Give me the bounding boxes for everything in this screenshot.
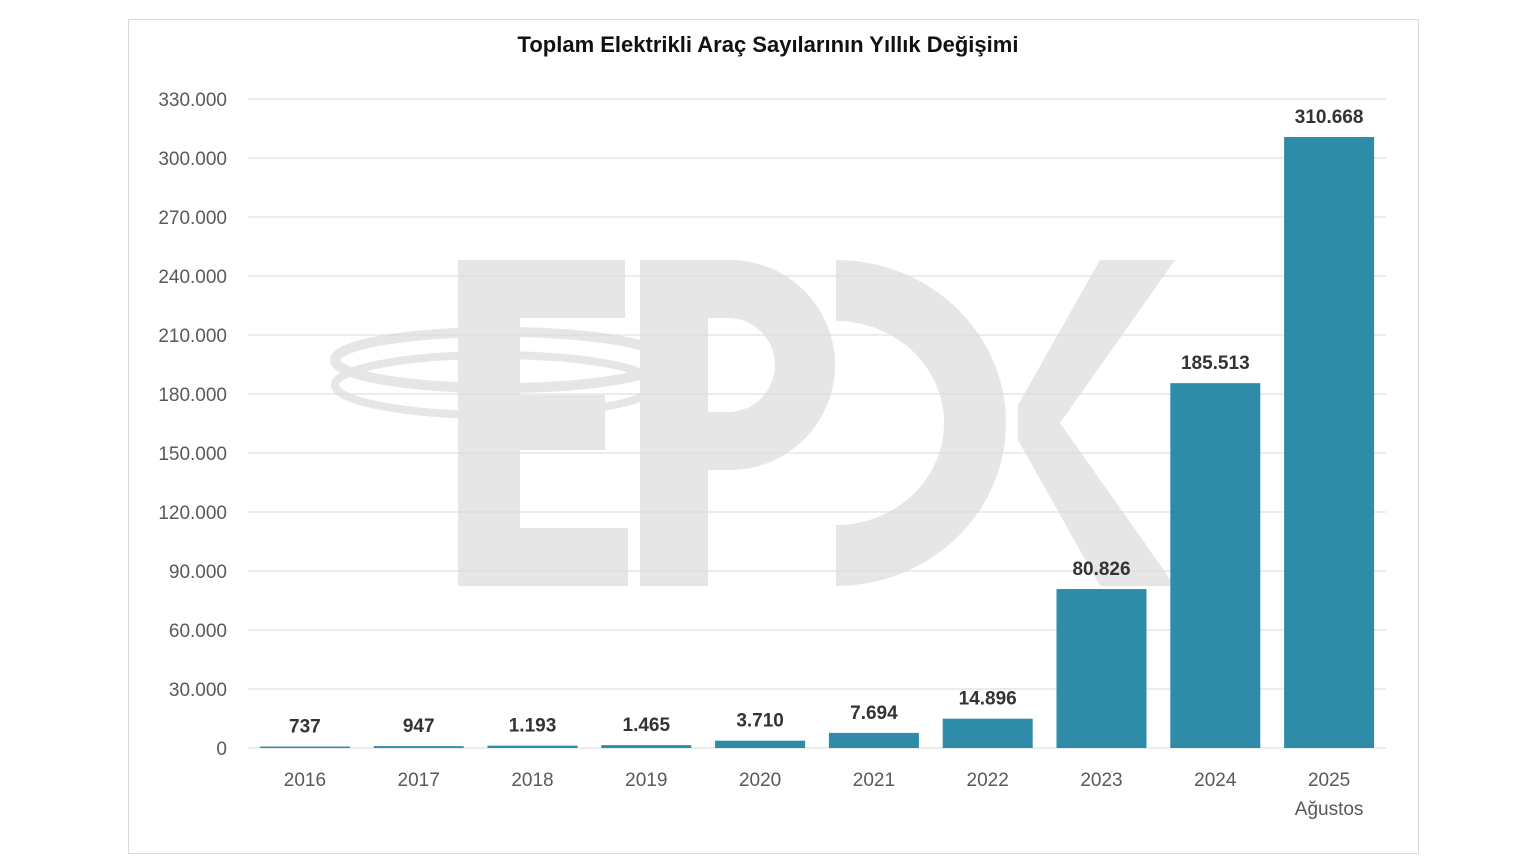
bar-2019: [601, 745, 692, 748]
bar-2025: [1284, 137, 1375, 748]
x-tick-label: 2025: [1308, 770, 1350, 791]
data-label: 14.896: [959, 689, 1017, 710]
data-label: 7.694: [850, 703, 898, 724]
y-tick-label: 210.000: [158, 326, 227, 347]
x-tick-label: 2022: [967, 770, 1009, 791]
bar-2020: [715, 740, 806, 748]
watermark-swoosh: [331, 351, 659, 419]
bar-2022: [942, 718, 1033, 748]
x-tick-label: Ağustos: [1295, 799, 1364, 820]
y-tick-label: 270.000: [158, 208, 227, 229]
watermark-letter-k: [1018, 260, 1175, 586]
x-tick-label: 2017: [398, 770, 440, 791]
bar-2024: [1170, 383, 1261, 748]
data-label: 80.826: [1072, 559, 1130, 580]
watermark-letter-p: [640, 260, 835, 586]
x-tick-label: 2020: [739, 770, 781, 791]
watermark-letter-e: [458, 260, 628, 586]
chart-frame: [128, 19, 1419, 854]
data-label: 947: [403, 716, 435, 737]
y-tick-label: 0: [216, 739, 227, 760]
bar-2023: [1056, 589, 1147, 748]
y-tick-label: 30.000: [169, 680, 227, 701]
y-tick-label: 90.000: [169, 562, 227, 583]
watermark-swoosh: [330, 327, 670, 393]
bar-2021: [828, 732, 919, 748]
x-tick-label: 2023: [1080, 770, 1122, 791]
x-tick-label: 2018: [511, 770, 553, 791]
data-label: 1.465: [623, 715, 671, 736]
y-tick-label: 60.000: [169, 621, 227, 642]
bar-2016: [259, 746, 350, 748]
data-label: 310.668: [1295, 107, 1364, 128]
x-tick-label: 2021: [853, 770, 895, 791]
y-tick-label: 330.000: [158, 90, 227, 111]
bar-2018: [487, 745, 578, 748]
bar-2017: [373, 746, 464, 748]
data-label: 737: [289, 717, 321, 738]
y-tick-label: 300.000: [158, 149, 227, 170]
y-tick-label: 180.000: [158, 385, 227, 406]
watermark-letter-d: [836, 260, 1006, 586]
y-tick-label: 240.000: [158, 267, 227, 288]
data-label: 185.513: [1181, 353, 1250, 374]
data-label: 3.710: [736, 711, 784, 732]
y-tick-label: 150.000: [158, 444, 227, 465]
data-label: 1.193: [509, 716, 557, 737]
x-tick-label: 2019: [625, 770, 667, 791]
chart-title: Toplam Elektrikli Araç Sayılarının Yıllı…: [517, 32, 1019, 57]
y-tick-label: 120.000: [158, 503, 227, 524]
x-tick-label: 2016: [284, 770, 326, 791]
x-tick-label: 2024: [1194, 770, 1237, 791]
